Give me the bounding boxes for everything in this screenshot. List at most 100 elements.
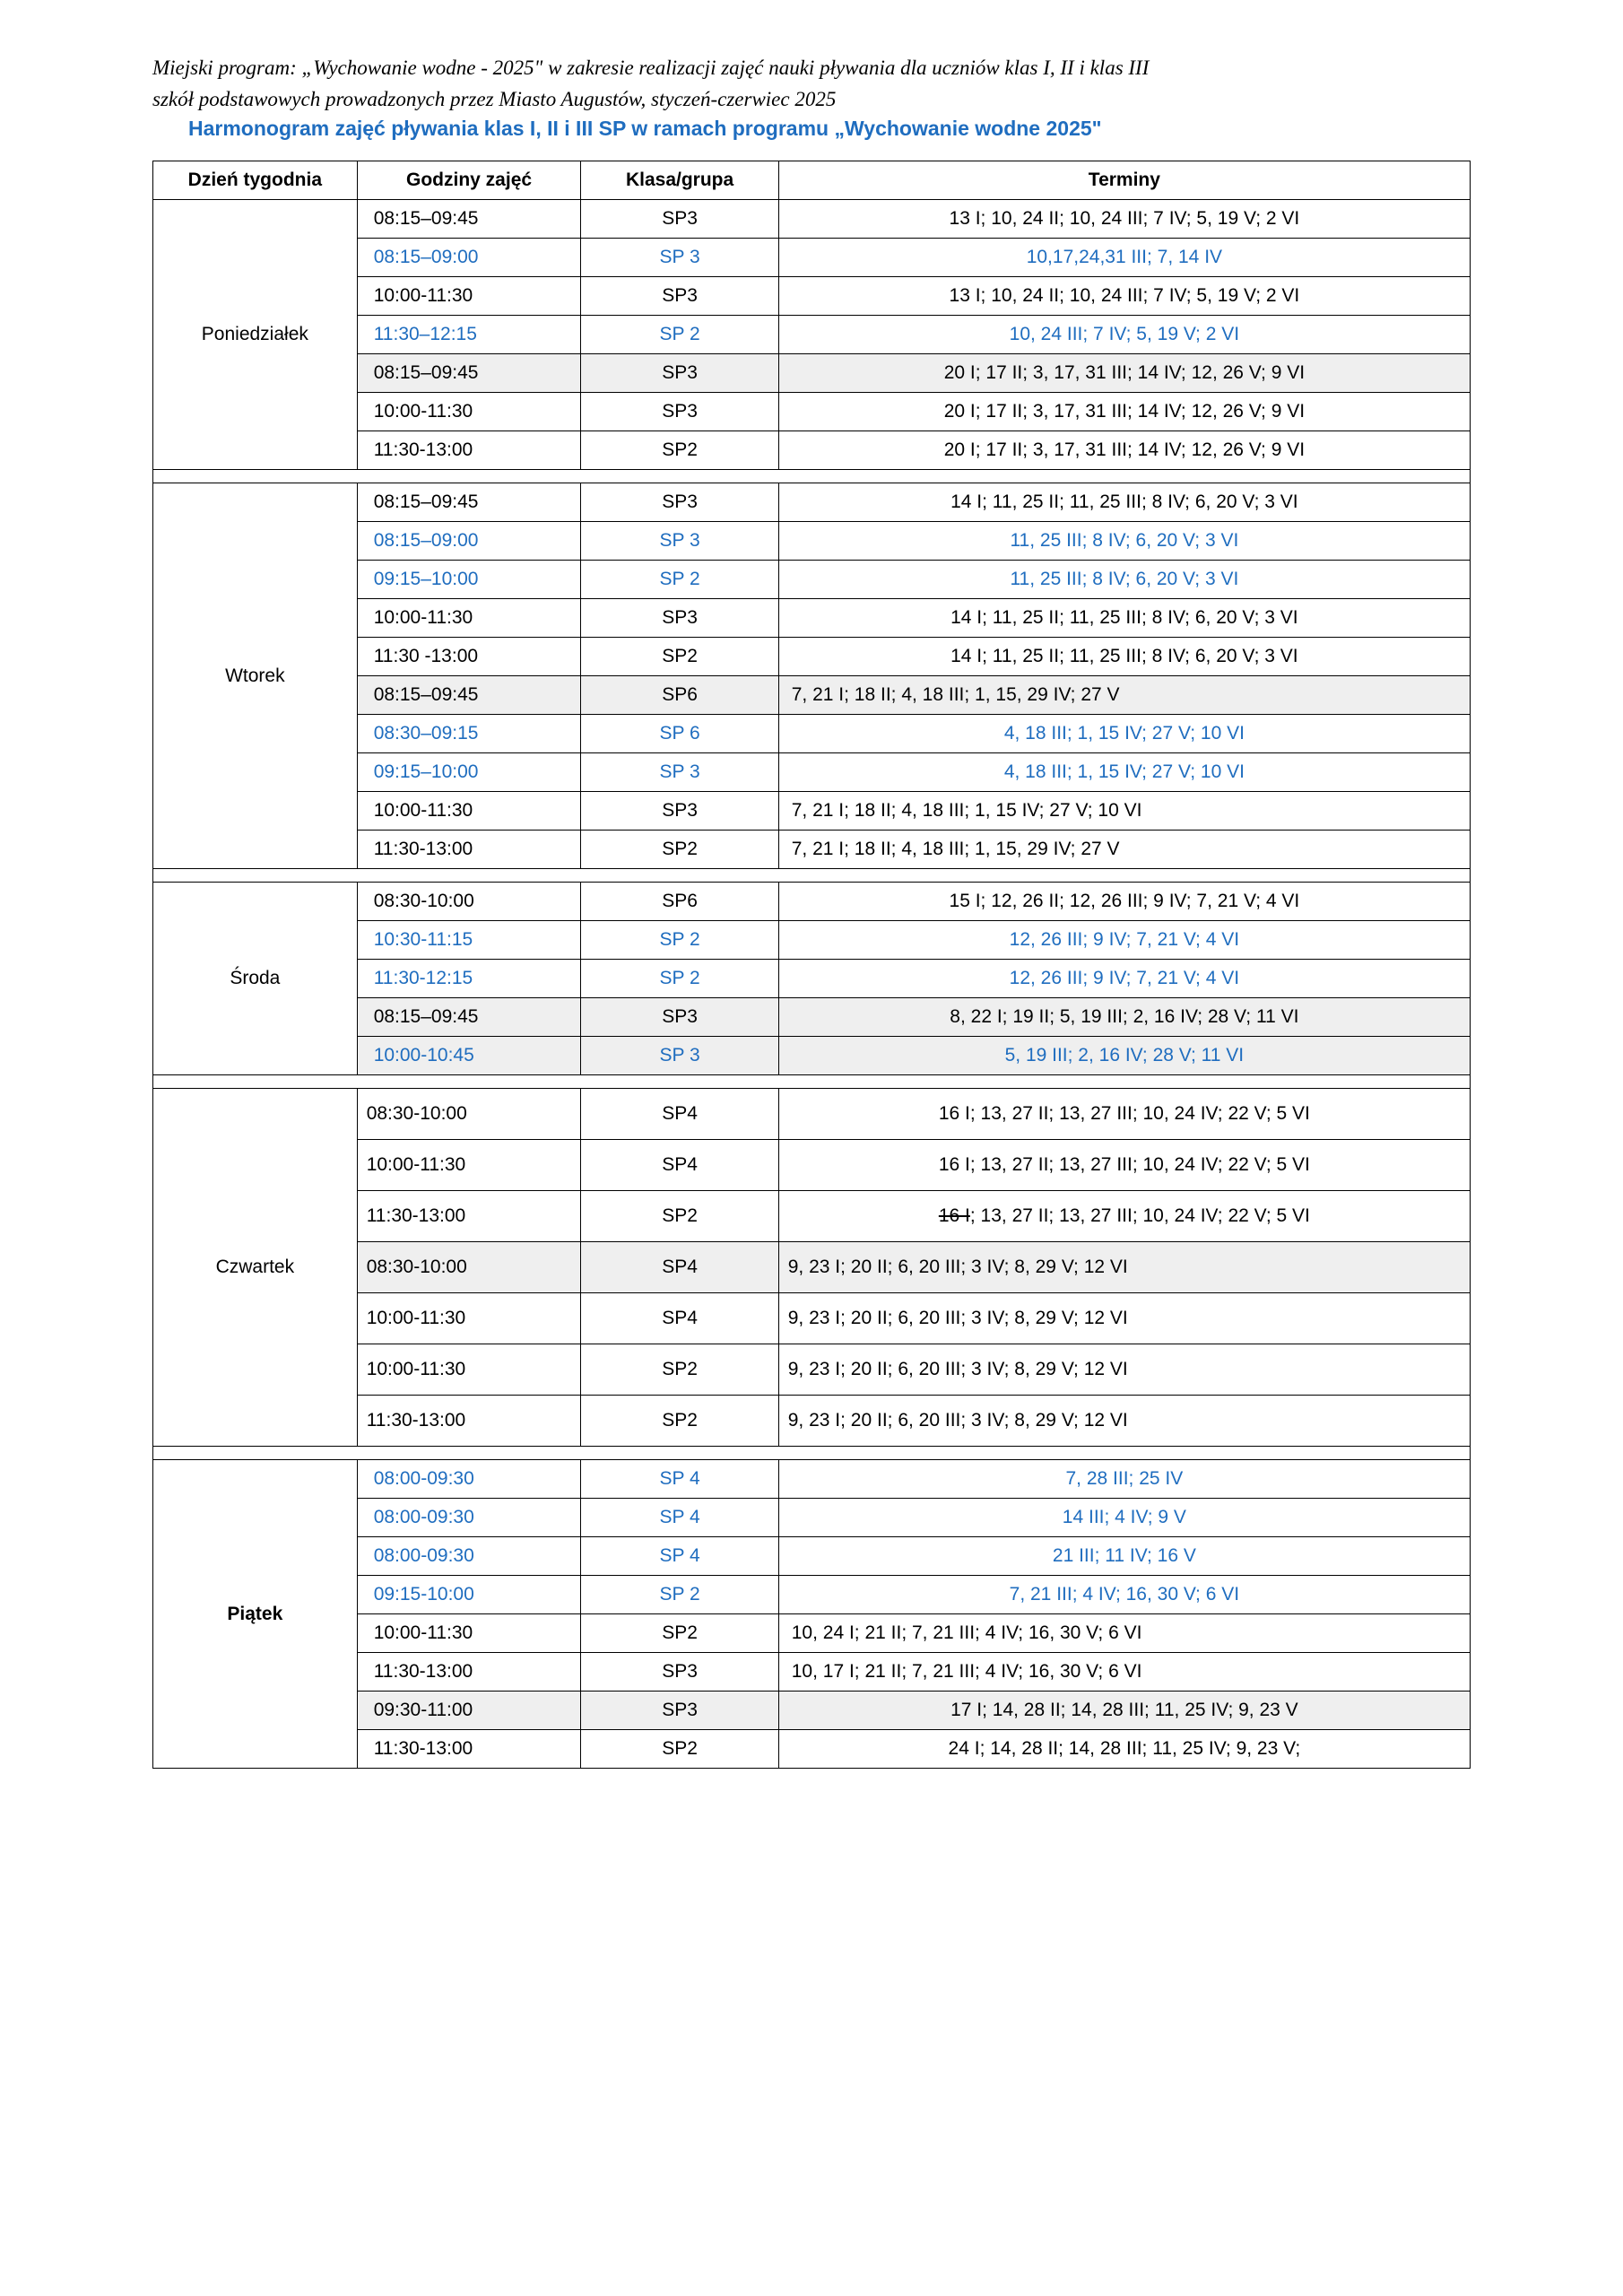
hours-cell: 11:30-13:00 [357,1191,581,1242]
class-cell: SP 6 [581,715,778,753]
col-day: Dzień tygodnia [153,161,358,200]
class-cell: SP 2 [581,561,778,599]
hours-cell: 08:00-09:30 [357,1499,581,1537]
hours-cell: 10:00-11:30 [357,393,581,431]
hours-cell: 08:15–09:45 [357,676,581,715]
terms-cell: 10, 17 I; 21 II; 7, 21 III; 4 IV; 16, 30… [778,1653,1470,1692]
class-cell: SP3 [581,393,778,431]
spacer-row [153,1447,1471,1460]
terms-cell: 9, 23 I; 20 II; 6, 20 III; 3 IV; 8, 29 V… [778,1344,1470,1396]
class-cell: SP 3 [581,753,778,792]
hours-cell: 08:15–09:00 [357,239,581,277]
terms-cell: 7, 21 III; 4 IV; 16, 30 V; 6 VI [778,1576,1470,1614]
class-cell: SP6 [581,676,778,715]
hours-cell: 11:30–12:15 [357,316,581,354]
terms-cell: 11, 25 III; 8 IV; 6, 20 V; 3 VI [778,561,1470,599]
class-cell: SP2 [581,1191,778,1242]
terms-cell: 7, 21 I; 18 II; 4, 18 III; 1, 15 IV; 27 … [778,792,1470,831]
hours-cell: 08:15–09:45 [357,354,581,393]
hours-cell: 11:30-13:00 [357,1730,581,1769]
class-cell: SP3 [581,277,778,316]
hours-cell: 08:15–09:45 [357,998,581,1037]
day-cell: Czwartek [153,1089,358,1447]
spacer-row [153,1075,1471,1089]
hours-cell: 11:30-13:00 [357,431,581,470]
table-row: Poniedziałek08:15–09:45SP313 I; 10, 24 I… [153,200,1471,239]
hours-cell: 11:30 -13:00 [357,638,581,676]
day-cell: Środa [153,883,358,1075]
hours-cell: 11:30-13:00 [357,1396,581,1447]
class-cell: SP 2 [581,316,778,354]
hours-cell: 08:30-10:00 [357,1242,581,1293]
class-cell: SP2 [581,1344,778,1396]
class-cell: SP2 [581,1730,778,1769]
hours-cell: 10:00-11:30 [357,1293,581,1344]
hours-cell: 11:30-12:15 [357,960,581,998]
terms-cell: 9, 23 I; 20 II; 6, 20 III; 3 IV; 8, 29 V… [778,1242,1470,1293]
day-cell: Poniedziałek [153,200,358,470]
terms-cell: 14 III; 4 IV; 9 V [778,1499,1470,1537]
spacer-row [153,470,1471,483]
terms-cell: 20 I; 17 II; 3, 17, 31 III; 14 IV; 12, 2… [778,431,1470,470]
terms-cell: 14 I; 11, 25 II; 11, 25 III; 8 IV; 6, 20… [778,599,1470,638]
terms-cell: 7, 28 III; 25 IV [778,1460,1470,1499]
hours-cell: 08:00-09:30 [357,1460,581,1499]
table-row: Czwartek08:30-10:00SP416 I; 13, 27 II; 1… [153,1089,1471,1140]
terms-cell: 4, 18 III; 1, 15 IV; 27 V; 10 VI [778,753,1470,792]
terms-cell: 14 I; 11, 25 II; 11, 25 III; 8 IV; 6, 20… [778,638,1470,676]
terms-cell: 16 I; 13, 27 II; 13, 27 III; 10, 24 IV; … [778,1089,1470,1140]
terms-cell: 16 I; 13, 27 II; 13, 27 III; 10, 24 IV; … [778,1140,1470,1191]
table-body: Poniedziałek08:15–09:45SP313 I; 10, 24 I… [153,200,1471,1769]
class-cell: SP3 [581,998,778,1037]
class-cell: SP4 [581,1089,778,1140]
hours-cell: 10:00-11:30 [357,792,581,831]
terms-cell: 21 III; 11 IV; 16 V [778,1537,1470,1576]
class-cell: SP 2 [581,1576,778,1614]
class-cell: SP 4 [581,1499,778,1537]
terms-cell: 7, 21 I; 18 II; 4, 18 III; 1, 15, 29 IV;… [778,676,1470,715]
col-hours: Godziny zajęć [357,161,581,200]
col-class: Klasa/grupa [581,161,778,200]
hours-cell: 10:00-11:30 [357,1344,581,1396]
day-cell: Wtorek [153,483,358,869]
terms-cell: 13 I; 10, 24 II; 10, 24 III; 7 IV; 5, 19… [778,277,1470,316]
class-cell: SP 4 [581,1460,778,1499]
terms-cell: 16 I; 13, 27 II; 13, 27 III; 10, 24 IV; … [778,1191,1470,1242]
hours-cell: 10:00-11:30 [357,599,581,638]
terms-cell: 14 I; 11, 25 II; 11, 25 III; 8 IV; 6, 20… [778,483,1470,522]
terms-cell: 8, 22 I; 19 II; 5, 19 III; 2, 16 IV; 28 … [778,998,1470,1037]
class-cell: SP 3 [581,1037,778,1075]
class-cell: SP2 [581,1614,778,1653]
class-cell: SP4 [581,1242,778,1293]
terms-cell: 9, 23 I; 20 II; 6, 20 III; 3 IV; 8, 29 V… [778,1396,1470,1447]
hours-cell: 10:00-11:30 [357,1614,581,1653]
terms-cell: 4, 18 III; 1, 15 IV; 27 V; 10 VI [778,715,1470,753]
terms-cell: 20 I; 17 II; 3, 17, 31 III; 14 IV; 12, 2… [778,393,1470,431]
terms-cell: 11, 25 III; 8 IV; 6, 20 V; 3 VI [778,522,1470,561]
header-italic-line1: Miejski program: „Wychowanie wodne - 202… [152,54,1471,82]
terms-cell: 12, 26 III; 9 IV; 7, 21 V; 4 VI [778,921,1470,960]
class-cell: SP 3 [581,239,778,277]
terms-cell: 24 I; 14, 28 II; 14, 28 III; 11, 25 IV; … [778,1730,1470,1769]
hours-cell: 10:00-11:30 [357,1140,581,1191]
hours-cell: 11:30-13:00 [357,831,581,869]
table-header-row: Dzień tygodnia Godziny zajęć Klasa/grupa… [153,161,1471,200]
terms-cell: 10, 24 I; 21 II; 7, 21 III; 4 IV; 16, 30… [778,1614,1470,1653]
hours-cell: 08:30–09:15 [357,715,581,753]
terms-cell: 9, 23 I; 20 II; 6, 20 III; 3 IV; 8, 29 V… [778,1293,1470,1344]
spacer-row [153,869,1471,883]
class-cell: SP3 [581,483,778,522]
class-cell: SP6 [581,883,778,921]
hours-cell: 08:15–09:45 [357,483,581,522]
terms-cell: 5, 19 III; 2, 16 IV; 28 V; 11 VI [778,1037,1470,1075]
class-cell: SP4 [581,1293,778,1344]
hours-cell: 10:00-11:30 [357,277,581,316]
hours-cell: 08:30-10:00 [357,1089,581,1140]
class-cell: SP3 [581,599,778,638]
header-italic-line2: szkół podstawowych prowadzonych przez Mi… [152,85,1471,113]
class-cell: SP4 [581,1140,778,1191]
class-cell: SP2 [581,638,778,676]
class-cell: SP 4 [581,1537,778,1576]
class-cell: SP2 [581,431,778,470]
class-cell: SP3 [581,792,778,831]
